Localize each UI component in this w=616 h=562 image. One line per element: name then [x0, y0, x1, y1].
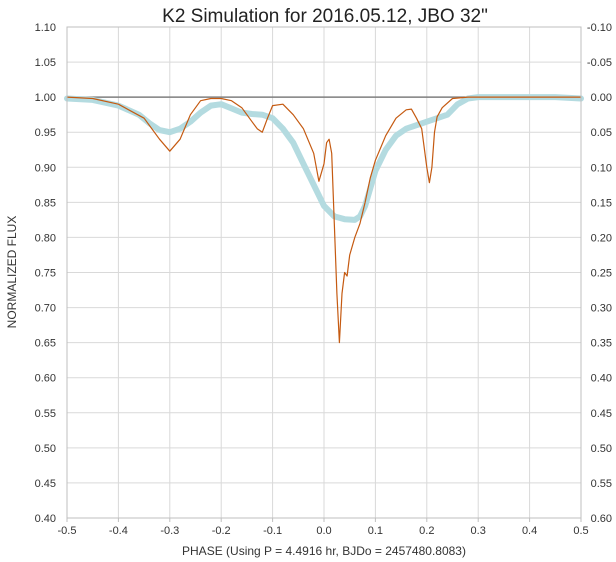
- y2-tick-label: 0.60: [591, 513, 612, 525]
- y-tick-label: 0.65: [35, 338, 56, 350]
- x-tick-label: 0.5: [573, 525, 588, 537]
- y2-tick-label: 0.00: [591, 92, 612, 104]
- y2-tick-label: 0.30: [591, 303, 612, 315]
- x-tick-label: 0.4: [522, 525, 537, 537]
- y-tick-label: 0.60: [35, 373, 56, 385]
- y-tick-label: 0.95: [35, 127, 56, 139]
- series-line-2: [64, 94, 584, 223]
- y2-tick-label: -0.05: [587, 57, 612, 69]
- y-axis-label: NORMALIZED FLUX: [5, 216, 19, 329]
- y2-tick-label: 0.40: [591, 373, 612, 385]
- y-tick-label: 1.10: [35, 22, 56, 34]
- y-tick-label: 0.50: [35, 443, 56, 455]
- y-tick-label: 1.05: [35, 57, 56, 69]
- x-axis-label: PHASE (Using P = 4.4916 hr, BJDo = 24574…: [182, 544, 466, 558]
- y-tick-label: 0.80: [35, 232, 56, 244]
- y2-tick-label: 0.15: [591, 197, 612, 209]
- x-tick-label: -0.1: [263, 525, 282, 537]
- y-tick-label: 0.70: [35, 303, 56, 315]
- x-tick-label: -0.5: [58, 525, 77, 537]
- y-tick-label: 0.45: [35, 478, 56, 490]
- y-tick-label: 1.00: [35, 92, 56, 104]
- x-tick-label: 0.0: [316, 525, 331, 537]
- y-tick-label: 0.75: [35, 268, 56, 280]
- y-tick-label: 0.40: [35, 513, 56, 525]
- series-line-1: [66, 96, 582, 344]
- y2-tick-label: 0.55: [591, 478, 612, 490]
- y-tick-label: 0.90: [35, 162, 56, 174]
- x-axis-ticks: -0.5 -0.4 -0.3 -0.2 -0.1 0.0 0.1 0.2 0.3 0.4 0.5: [58, 518, 589, 537]
- y2-tick-label: 0.50: [591, 443, 612, 455]
- plot-border: [66, 26, 582, 519]
- y-axis-ticks: 0.40 0.45 0.50 0.55 0.60 0.65 0.70 0.75 0.80 0.85…: [35, 22, 56, 525]
- y2-tick-label: 0.25: [591, 268, 612, 280]
- x-tick-label: 0.2: [419, 525, 434, 537]
- series-group: [64, 94, 584, 344]
- y2-tick-label: 0.20: [591, 232, 612, 244]
- y-tick-label: 0.85: [35, 197, 56, 209]
- x-tick-label: 0.1: [368, 525, 383, 537]
- x-tick-label: -0.3: [160, 525, 179, 537]
- y2-axis-ticks: 0.60 0.55 0.50 0.45 0.40 0.35 0.30 0.25 0.20 0.15…: [587, 22, 612, 525]
- x-tick-label: -0.4: [109, 525, 128, 537]
- y-tick-label: 0.55: [35, 408, 56, 420]
- y2-tick-label: 0.05: [591, 127, 612, 139]
- chart-title: K2 Simulation for 2016.05.12, JBO 32": [162, 6, 488, 27]
- y2-tick-label: 0.10: [591, 162, 612, 174]
- y2-tick-label: -0.10: [587, 22, 612, 34]
- x-tick-label: -0.2: [212, 525, 231, 537]
- y2-tick-label: 0.45: [591, 408, 612, 420]
- y2-tick-label: 0.35: [591, 338, 612, 350]
- x-tick-label: 0.3: [471, 525, 486, 537]
